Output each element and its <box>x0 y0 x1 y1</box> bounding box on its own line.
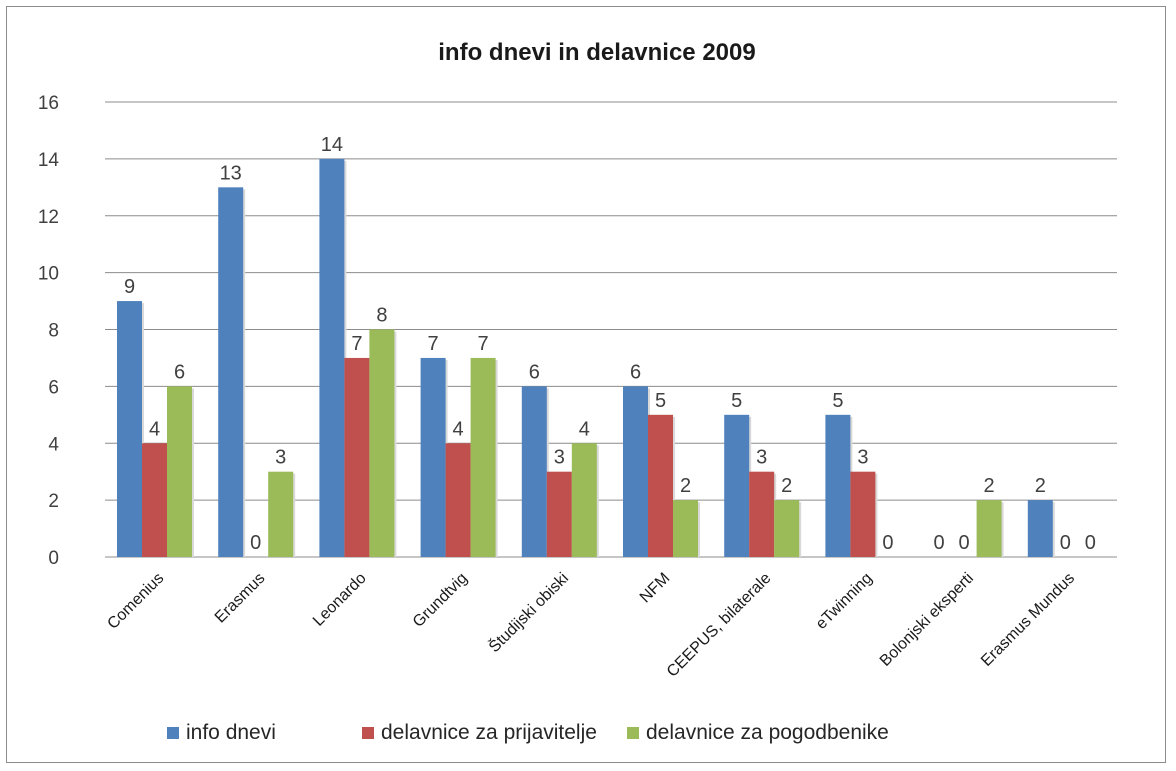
data-label: 2 <box>1035 475 1046 497</box>
category-label: CEEPUS, bilaterale <box>664 570 775 681</box>
bars <box>117 158 1055 557</box>
data-label: 6 <box>630 361 641 383</box>
data-label: 7 <box>351 333 362 355</box>
data-label: 0 <box>959 532 970 554</box>
y-tick-label: 4 <box>48 434 59 455</box>
data-label: 7 <box>428 333 439 355</box>
data-label: 5 <box>731 390 742 412</box>
data-label: 2 <box>984 475 995 497</box>
bar <box>774 500 800 557</box>
bar <box>268 471 294 557</box>
chart-title: info dnevi in delavnice 2009 <box>438 39 755 66</box>
bar <box>749 471 775 557</box>
data-label: 3 <box>275 447 286 469</box>
category-label: Erasmus <box>212 570 269 627</box>
y-tick-label: 8 <box>48 321 59 342</box>
bar <box>117 301 142 557</box>
bar <box>546 471 572 557</box>
bar <box>445 443 471 557</box>
data-label: 5 <box>655 390 666 412</box>
bar <box>623 386 648 557</box>
category-label: Erasmus Mundus <box>978 570 1078 670</box>
bar <box>521 386 547 557</box>
data-label: 8 <box>376 305 387 327</box>
y-tick-label: 0 <box>48 548 59 569</box>
category-label: Študijski obiski <box>484 568 572 656</box>
data-label: 0 <box>1060 532 1071 554</box>
data-label: 13 <box>220 162 242 184</box>
y-tick-label: 12 <box>38 207 59 228</box>
bar <box>470 357 496 557</box>
bar <box>825 414 851 557</box>
data-label: 9 <box>124 276 135 298</box>
bar <box>976 500 1002 557</box>
data-label: 3 <box>756 447 767 469</box>
legend-swatch <box>362 727 374 739</box>
data-label: 2 <box>680 475 691 497</box>
bar <box>369 329 395 557</box>
bar <box>724 414 750 557</box>
data-label: 0 <box>934 532 945 554</box>
y-tick-label: 2 <box>48 491 59 512</box>
data-label: 3 <box>554 447 565 469</box>
bar <box>142 443 167 557</box>
data-label: 7 <box>478 333 489 355</box>
legend-label: info dnevi <box>186 721 276 744</box>
data-label: 0 <box>882 532 893 554</box>
y-tick-label: 6 <box>48 377 59 398</box>
y-tick-label: 14 <box>38 150 60 171</box>
bar <box>571 443 597 557</box>
y-tick-label: 10 <box>38 264 59 285</box>
data-label: 0 <box>250 532 261 554</box>
bar <box>319 158 345 557</box>
bar <box>167 386 192 557</box>
bar <box>648 414 673 557</box>
legend-label: delavnice za pogodbenike <box>646 721 889 744</box>
category-label: Bolonjski eksperti <box>877 570 977 670</box>
bar <box>1027 500 1053 557</box>
data-label: 4 <box>579 418 590 440</box>
bar <box>673 500 698 557</box>
y-axis-ticks: 0 2 4 6 8 10 12 14 16 <box>38 93 60 569</box>
data-label: 14 <box>321 134 343 156</box>
y-tick-label: 16 <box>38 93 59 114</box>
category-label: Comenius <box>104 570 167 633</box>
bar <box>420 357 446 557</box>
category-label: Leonardo <box>310 570 370 630</box>
data-label: 5 <box>832 390 843 412</box>
category-label: eTwinning <box>813 570 876 633</box>
bar <box>218 187 244 557</box>
bar <box>850 471 876 557</box>
bar <box>344 357 370 557</box>
data-label: 0 <box>1085 532 1096 554</box>
category-label: NFM <box>637 570 674 607</box>
data-label: 6 <box>174 361 185 383</box>
data-label: 4 <box>149 418 160 440</box>
data-label: 4 <box>453 418 464 440</box>
gridlines <box>105 101 1117 558</box>
legend-label: delavnice za prijavitelje <box>381 721 597 744</box>
data-label: 2 <box>781 475 792 497</box>
chart-frame: info dnevi in delavnice 2009 0 2 4 6 8 10 12 14… <box>6 6 1166 763</box>
data-label: 3 <box>857 447 868 469</box>
data-label: 6 <box>529 361 540 383</box>
legend: info dnevi delavnice za prijavitelje delav… <box>167 721 889 744</box>
category-label: Grundtvig <box>410 570 471 631</box>
legend-swatch <box>627 727 639 739</box>
legend-swatch <box>167 727 179 739</box>
category-labels: Comenius Erasmus Leonardo Grundtvig Študijsk… <box>104 568 1078 680</box>
bar-chart: info dnevi in delavnice 2009 0 2 4 6 8 10 12 14… <box>38 39 1117 744</box>
